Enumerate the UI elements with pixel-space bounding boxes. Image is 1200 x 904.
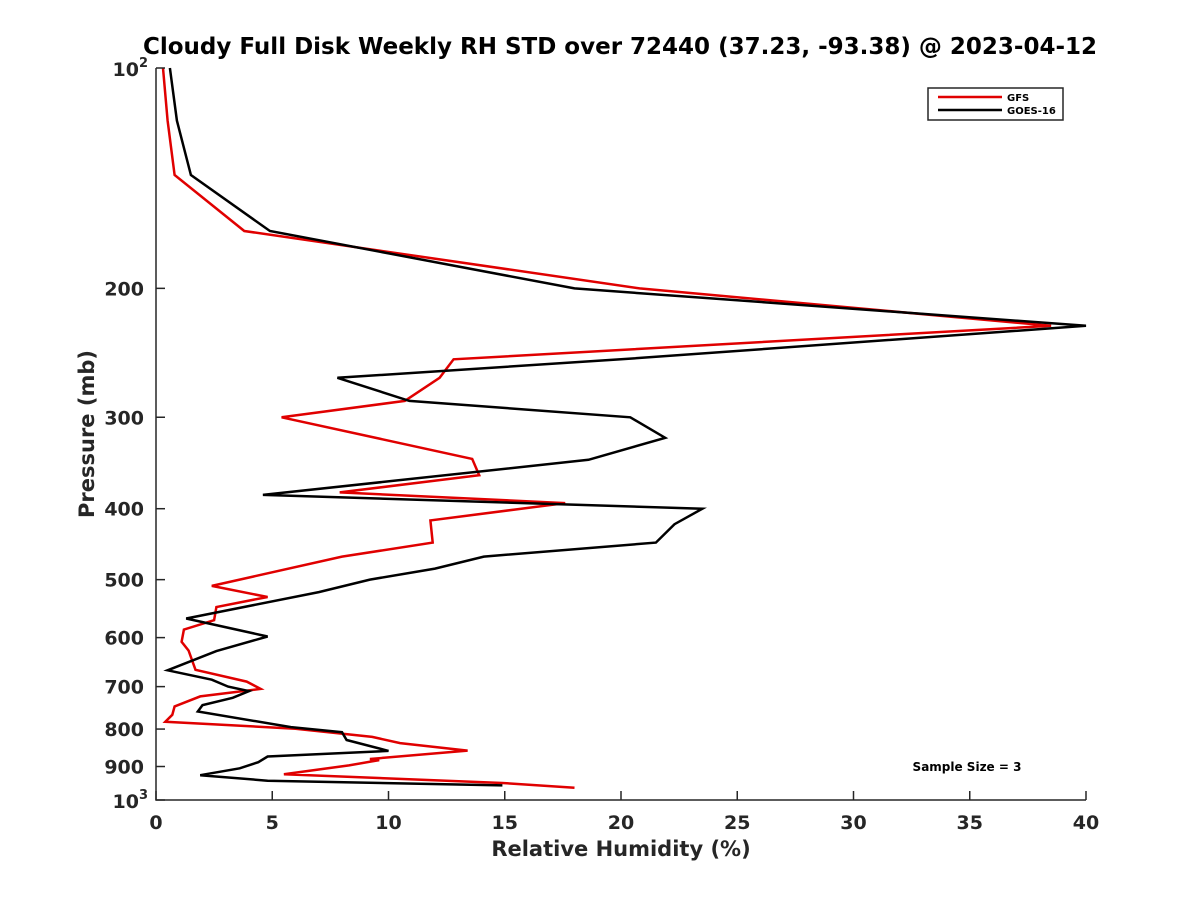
legend: GFS GOES-16 — [927, 87, 1064, 121]
x-tick-label: 20 — [608, 812, 634, 834]
y-tick-label: 700 — [104, 677, 144, 699]
x-tick-label: 5 — [266, 812, 279, 834]
y-tick-label: 103 — [113, 788, 149, 813]
legend-box — [927, 87, 1064, 121]
y-axis-label: Pressure (mb) — [75, 350, 99, 518]
y-tick-label: 500 — [104, 570, 144, 592]
y-tick-label: 400 — [104, 499, 144, 521]
series-layer — [161, 67, 1087, 789]
x-tick-label: 0 — [149, 812, 162, 834]
y-tick-label: 300 — [104, 407, 144, 429]
sample-size-annotation: Sample Size = 3 — [913, 760, 1022, 774]
legend-label-gfs: GFS — [1007, 93, 1029, 104]
legend-label-goes16: GOES-16 — [1007, 106, 1056, 117]
x-tick-label: 30 — [840, 812, 866, 834]
plot-area: 0 5 10 15 20 25 30 35 40 102 200 300 400 500 600 700 80… — [104, 56, 1099, 834]
y-tick-label: 200 — [104, 278, 144, 300]
x-tick-label: 25 — [724, 812, 750, 834]
chart-title: Cloudy Full Disk Weekly RH STD over 7244… — [143, 34, 1097, 60]
y-tick-label: 900 — [104, 757, 144, 779]
y-tick-label: 102 — [113, 56, 149, 81]
y-axis: 102 200 300 400 500 600 700 800 900 103 — [104, 56, 165, 813]
series-line-goes16 — [163, 67, 1087, 787]
x-tick-label: 10 — [375, 812, 401, 834]
y-tick-label: 600 — [104, 628, 144, 650]
x-tick-label: 15 — [492, 812, 518, 834]
x-tick-label: 35 — [957, 812, 983, 834]
y-tick-label: 800 — [104, 719, 144, 741]
x-axis: 0 5 10 15 20 25 30 35 40 — [149, 791, 1099, 834]
x-tick-label: 40 — [1073, 812, 1099, 834]
plot-background — [156, 68, 1086, 800]
x-axis-label: Relative Humidity (%) — [491, 837, 750, 861]
